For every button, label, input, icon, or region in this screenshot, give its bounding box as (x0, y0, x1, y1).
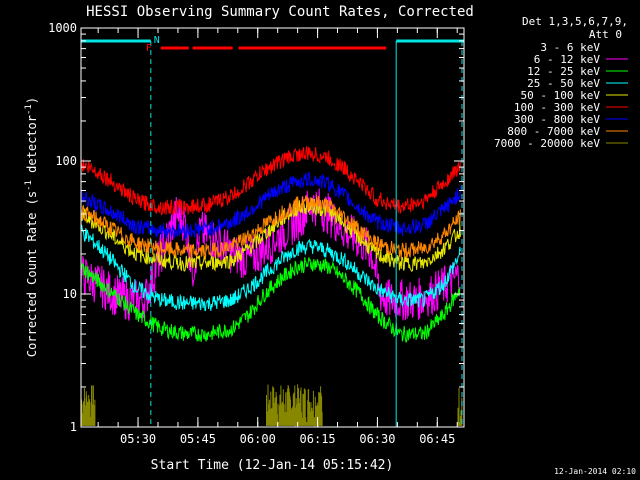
series-line-300-800-kev (80, 171, 461, 241)
legend-label: 50 - 100 keV (521, 89, 601, 102)
flag-label: F (146, 43, 152, 54)
flag-label: N (154, 35, 160, 46)
y-tick-label: 10 (63, 287, 77, 301)
y-axis-label-part1: Corrected Count Rate (s (25, 191, 39, 357)
legend-label: 6 - 12 keV (534, 53, 601, 66)
series-line-25-50-kev (80, 224, 461, 312)
x-tick-label: 06:00 (240, 432, 276, 446)
legend-header-line2: Att 0 (589, 28, 622, 41)
legend-label: 25 - 50 keV (527, 77, 600, 90)
legend-label: 7000 - 20000 keV (494, 137, 600, 150)
series-line-50-100-kev (80, 197, 461, 272)
legend-label: 800 - 7000 keV (507, 125, 600, 138)
plot-area: FN (80, 35, 464, 427)
legend-label: 3 - 6 keV (540, 41, 600, 54)
y-axis-label: Corrected Count Rate (s-1 detector-1) (24, 97, 39, 357)
legend-label: 300 - 800 keV (514, 113, 600, 126)
x-tick-label: 06:30 (359, 432, 395, 446)
y-tick-label: 1 (70, 420, 77, 434)
x-tick-label: 06:45 (419, 432, 455, 446)
y-tick-label: 1000 (48, 21, 77, 35)
series-line-12-25-kev (80, 257, 461, 343)
legend-header-line1: Det 1,3,5,6,7,9, (522, 15, 628, 28)
plot-frame (80, 27, 465, 428)
x-tick-label: 05:45 (180, 432, 216, 446)
legend-label: 100 - 300 keV (514, 101, 600, 114)
y-axis-label-sup1: -1 (24, 180, 34, 191)
y-axis-label-part2: detector (25, 115, 39, 180)
series-line-800-7000-kev (80, 195, 461, 259)
footer-date: 12-Jan-2014 02:10 (554, 467, 636, 476)
x-axis-label: Start Time (12-Jan-14 05:15:42) (151, 458, 394, 473)
chart-title: HESSI Observing Summary Count Rates, Cor… (86, 4, 474, 20)
x-axis: 05:30 05:45 06:00 06:15 06:30 06:45 (97, 28, 458, 446)
y-tick-label: 100 (55, 154, 77, 168)
legend-label: 12 - 25 keV (527, 65, 600, 78)
x-tick-label: 06:15 (300, 432, 336, 446)
series-line-3-6-kev (80, 197, 461, 382)
x-tick-label: 05:30 (120, 432, 156, 446)
series-line-100-300-kev (80, 146, 461, 216)
y-axis-label-sup2: -1 (24, 104, 34, 115)
y-axis: 1 10 100 1000 (48, 21, 464, 434)
y-axis-label-part3: ) (25, 97, 39, 104)
